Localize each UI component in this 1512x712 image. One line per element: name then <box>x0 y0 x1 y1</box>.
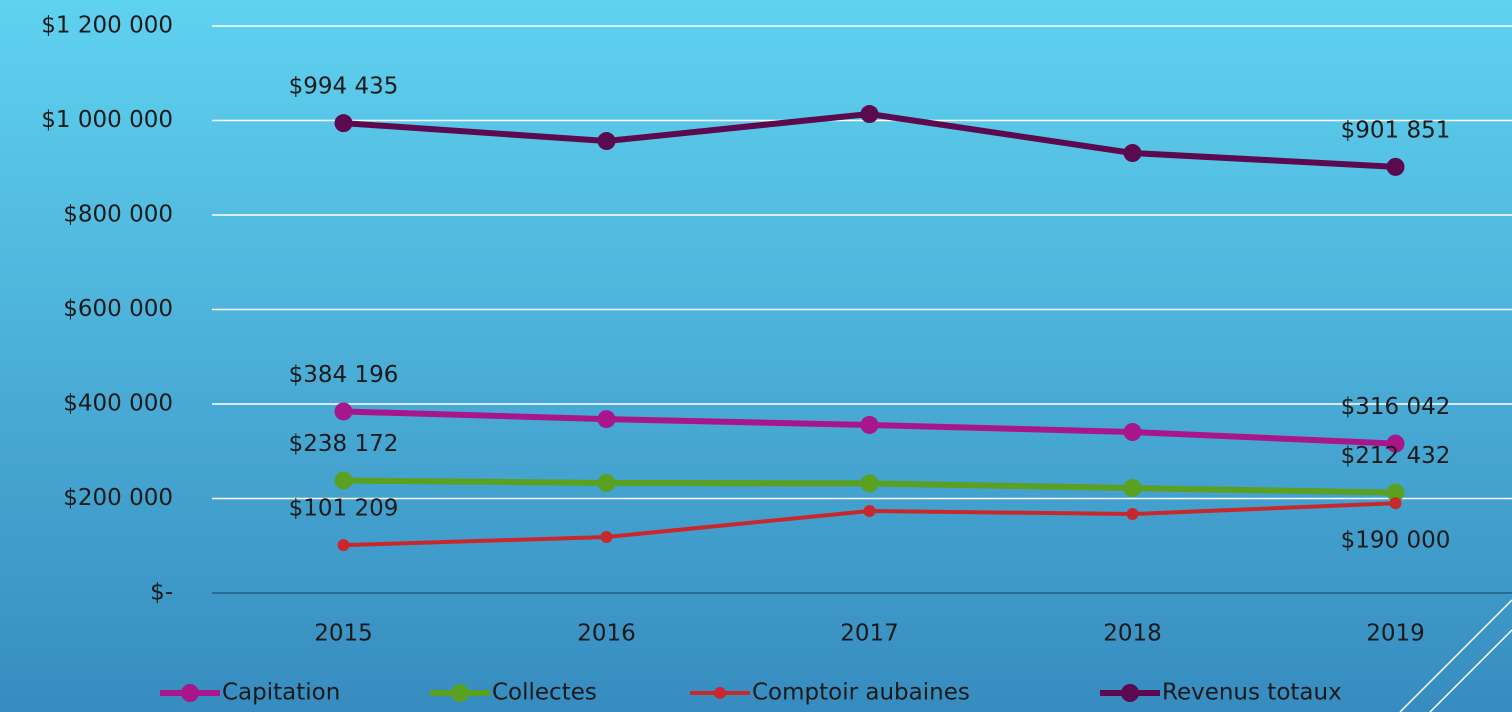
point <box>1386 483 1405 502</box>
y-tick-label: $200 000 <box>63 485 173 511</box>
point <box>860 474 879 493</box>
point <box>860 415 879 434</box>
legend-label: Comptoir aubaines <box>752 680 970 706</box>
legend-marker <box>451 684 469 702</box>
point <box>334 114 353 133</box>
y-tick-label: $1 000 000 <box>41 107 173 133</box>
point <box>1123 423 1142 442</box>
x-tick-label: 2019 <box>1366 621 1425 647</box>
legend-label: Collectes <box>492 680 597 706</box>
y-tick-label: $400 000 <box>63 391 173 417</box>
decoration <box>1399 599 1512 712</box>
legend-label: Capitation <box>222 680 340 706</box>
point <box>597 410 616 429</box>
point <box>1389 497 1402 510</box>
legend-label: Revenus totaux <box>1162 680 1342 706</box>
data-label: $316 042 <box>1341 394 1451 420</box>
point <box>1123 144 1142 163</box>
x-tick-label: 2016 <box>577 621 636 647</box>
point <box>1126 507 1139 520</box>
point <box>1386 157 1405 176</box>
data-label: $212 432 <box>1341 443 1451 469</box>
data-label: $238 172 <box>289 431 399 457</box>
point <box>597 132 616 151</box>
point <box>863 505 876 518</box>
x-tick-label: 2018 <box>1103 621 1162 647</box>
point <box>334 471 353 490</box>
legend-marker <box>1121 684 1139 702</box>
y-tick-label: $- <box>150 580 173 606</box>
y-tick-label: $600 000 <box>63 296 173 322</box>
y-tick-label: $1 200 000 <box>41 13 173 39</box>
data-label: $384 196 <box>289 362 399 388</box>
x-tick-label: 2015 <box>314 621 373 647</box>
point <box>597 474 616 493</box>
point <box>1386 434 1405 453</box>
data-label: $901 851 <box>1341 117 1451 143</box>
data-label: $101 209 <box>289 496 399 522</box>
decoration <box>1429 629 1512 712</box>
legend-marker <box>181 684 199 702</box>
point <box>600 531 613 544</box>
legend-marker <box>714 687 726 699</box>
y-tick-label: $800 000 <box>63 202 173 228</box>
point <box>334 402 353 421</box>
data-label: $190 000 <box>1341 528 1451 554</box>
x-tick-label: 2017 <box>840 621 899 647</box>
point <box>860 105 879 124</box>
point <box>337 539 350 552</box>
data-label: $994 435 <box>289 74 399 100</box>
point <box>1123 479 1142 498</box>
